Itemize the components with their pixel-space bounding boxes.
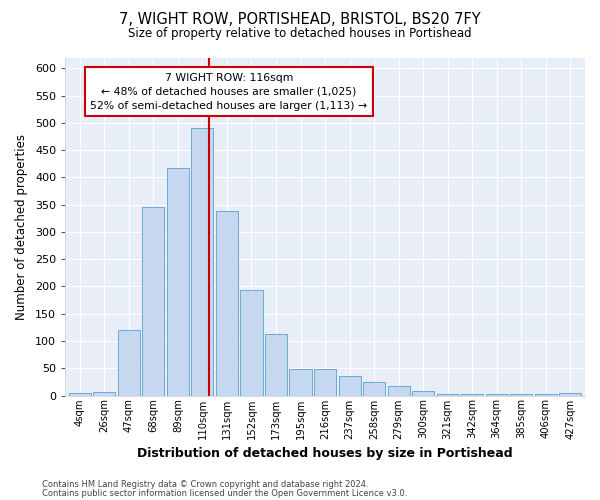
Text: 7, WIGHT ROW, PORTISHEAD, BRISTOL, BS20 7FY: 7, WIGHT ROW, PORTISHEAD, BRISTOL, BS20 …	[119, 12, 481, 28]
Text: Contains HM Land Registry data © Crown copyright and database right 2024.: Contains HM Land Registry data © Crown c…	[42, 480, 368, 489]
Bar	[191, 128, 214, 396]
Text: Size of property relative to detached houses in Portishead: Size of property relative to detached ho…	[128, 28, 472, 40]
Bar	[461, 394, 483, 396]
Bar	[338, 376, 361, 396]
Bar	[388, 386, 410, 396]
Bar	[510, 394, 532, 396]
Bar	[241, 290, 263, 396]
Y-axis label: Number of detached properties: Number of detached properties	[15, 134, 28, 320]
Bar	[142, 208, 164, 396]
Bar	[93, 392, 115, 396]
Bar	[437, 394, 459, 396]
Bar	[216, 211, 238, 396]
Bar	[559, 393, 581, 396]
Bar	[167, 168, 189, 396]
Text: Contains public sector information licensed under the Open Government Licence v3: Contains public sector information licen…	[42, 488, 407, 498]
Text: 7 WIGHT ROW: 116sqm
← 48% of detached houses are smaller (1,025)
52% of semi-det: 7 WIGHT ROW: 116sqm ← 48% of detached ho…	[91, 72, 367, 110]
Bar	[363, 382, 385, 396]
Bar	[118, 330, 140, 396]
Bar	[485, 394, 508, 396]
Bar	[314, 370, 336, 396]
Bar	[265, 334, 287, 396]
Bar	[412, 390, 434, 396]
Bar	[535, 394, 557, 396]
Bar	[69, 393, 91, 396]
Bar	[289, 370, 311, 396]
X-axis label: Distribution of detached houses by size in Portishead: Distribution of detached houses by size …	[137, 447, 513, 460]
